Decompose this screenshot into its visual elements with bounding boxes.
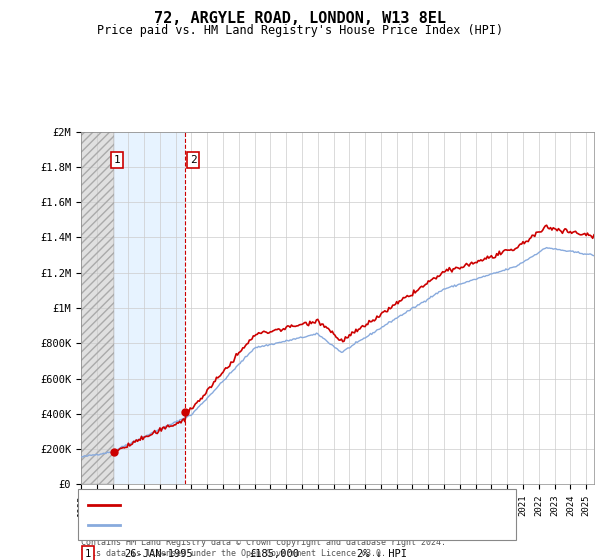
- Text: 72, ARGYLE ROAD, LONDON, W13 8EL (detached house): 72, ARGYLE ROAD, LONDON, W13 8EL (detach…: [124, 500, 418, 510]
- Bar: [113, 132, 185, 484]
- Text: 1: 1: [114, 155, 121, 165]
- Text: Price paid vs. HM Land Registry's House Price Index (HPI): Price paid vs. HM Land Registry's House …: [97, 24, 503, 36]
- Text: 2% ↓ HPI: 2% ↓ HPI: [357, 549, 407, 559]
- Text: 72, ARGYLE ROAD, LONDON, W13 8EL: 72, ARGYLE ROAD, LONDON, W13 8EL: [154, 11, 446, 26]
- Text: HPI: Average price, detached house, Ealing: HPI: Average price, detached house, Eali…: [124, 520, 376, 530]
- Text: £185,000: £185,000: [249, 549, 299, 559]
- Text: 26-JAN-1995: 26-JAN-1995: [124, 549, 193, 559]
- Text: 2: 2: [190, 155, 196, 165]
- Text: 1: 1: [85, 549, 91, 559]
- Text: Contains HM Land Registry data © Crown copyright and database right 2024.
This d: Contains HM Land Registry data © Crown c…: [81, 538, 446, 558]
- Bar: [81, 132, 113, 484]
- Bar: [81, 132, 113, 484]
